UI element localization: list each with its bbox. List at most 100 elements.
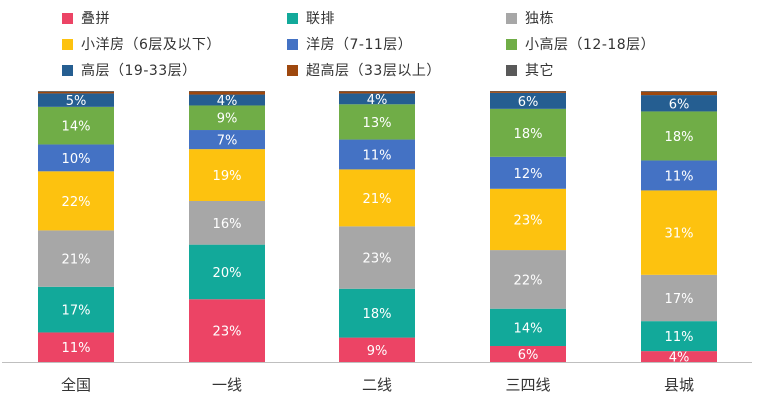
bar-segment	[641, 160, 717, 191]
bar-segment	[339, 169, 415, 227]
data-label: 11%	[665, 330, 694, 345]
data-label: 17%	[62, 304, 91, 319]
data-label: 4%	[367, 93, 388, 108]
bar-segment	[189, 91, 265, 92]
data-label: 7%	[217, 134, 238, 149]
bar-segment	[189, 200, 265, 245]
data-label: 4%	[669, 351, 690, 366]
bar-segment	[339, 91, 415, 94]
data-label: 22%	[62, 195, 91, 210]
data-label: 23%	[363, 252, 392, 267]
legend-item: 高层（19-33层）	[62, 60, 197, 80]
legend-label: 小洋房（6层及以下）	[81, 37, 221, 53]
bar-segment	[339, 104, 415, 140]
bar-segment	[490, 346, 566, 362]
data-label: 14%	[514, 321, 543, 336]
bar-segment	[490, 250, 566, 309]
bar-segment	[641, 91, 717, 92]
data-label: 6%	[518, 348, 539, 363]
bar-segment	[490, 91, 566, 92]
data-label: 18%	[363, 307, 392, 322]
legend-swatch	[506, 12, 517, 24]
bar-segment	[38, 332, 114, 362]
bar-segment	[38, 91, 114, 92]
bar-segment	[189, 149, 265, 201]
bar-segment	[189, 130, 265, 150]
bar-segment	[641, 91, 717, 96]
data-label: 31%	[665, 227, 694, 242]
data-label: 6%	[518, 95, 539, 110]
x-tick-label: 全国	[61, 376, 91, 394]
legend-label: 小高层（12-18层）	[525, 37, 656, 53]
legend-item: 小洋房（6层及以下）	[62, 34, 221, 54]
bar-segment	[189, 94, 265, 106]
bar-segment	[339, 91, 415, 92]
bar-segment	[339, 93, 415, 105]
x-tick-label: 县城	[664, 376, 694, 394]
data-label: 5%	[66, 94, 87, 109]
data-label: 23%	[213, 325, 242, 340]
bar-segment	[189, 299, 265, 362]
bar-segment	[38, 106, 114, 145]
data-label: 21%	[363, 192, 392, 207]
bar-segment	[339, 226, 415, 289]
legend-swatch	[62, 38, 73, 50]
data-label: 23%	[514, 213, 543, 228]
data-label: 6%	[669, 97, 690, 112]
data-label: 16%	[213, 217, 242, 232]
bar-segment	[490, 108, 566, 157]
data-label: 14%	[62, 120, 91, 135]
legend-label: 其它	[525, 63, 554, 79]
legend-item: 小高层（12-18层）	[506, 34, 655, 54]
legend-swatch	[287, 64, 298, 76]
legend-swatch	[506, 64, 517, 76]
data-label: 9%	[217, 112, 238, 127]
legend-item: 洋房（7-11层）	[287, 34, 412, 54]
legend-item: 独栋	[506, 8, 554, 28]
bar-segment	[339, 139, 415, 170]
data-label: 11%	[363, 148, 392, 163]
bar-segment	[339, 288, 415, 338]
bar-segment	[38, 286, 114, 333]
legend-swatch	[287, 38, 298, 50]
data-label: 20%	[213, 266, 242, 281]
data-label: 9%	[367, 344, 388, 359]
data-label: 12%	[514, 167, 543, 182]
data-label: 10%	[62, 152, 91, 167]
legend-label: 洋房（7-11层）	[306, 37, 413, 53]
data-label: 21%	[62, 253, 91, 268]
legend-item: 叠拼	[62, 8, 110, 28]
bar-segment	[641, 274, 717, 322]
legend-swatch	[62, 12, 73, 24]
legend-item: 超高层（33层以上）	[287, 60, 441, 80]
bar-segment	[490, 92, 566, 109]
bar-segment	[38, 93, 114, 107]
bar-segment	[189, 91, 265, 95]
bar-segment	[641, 351, 717, 362]
legend-label: 联排	[306, 11, 335, 27]
data-label: 11%	[665, 169, 694, 184]
bar-segment	[490, 188, 566, 251]
legend-label: 独栋	[525, 11, 554, 27]
data-label: 18%	[514, 127, 543, 142]
bar-segment	[38, 144, 114, 172]
bar-segment	[339, 337, 415, 362]
data-label: 17%	[665, 292, 694, 307]
bar-segment	[189, 105, 265, 131]
legend-label: 高层（19-33层）	[81, 63, 197, 79]
data-label: 11%	[62, 341, 91, 356]
legend-swatch	[287, 12, 298, 24]
data-label: 13%	[363, 116, 392, 131]
bar-segment	[38, 171, 114, 231]
bar-segment	[490, 91, 566, 93]
legend-swatch	[506, 38, 517, 50]
data-label: 19%	[213, 169, 242, 184]
bar-segment	[641, 190, 717, 275]
x-tick-label: 三四线	[505, 376, 550, 394]
legend-label: 叠拼	[81, 11, 110, 27]
legend-label: 超高层（33层以上）	[306, 63, 441, 79]
bar-segment	[641, 95, 717, 112]
legend-item: 其它	[506, 60, 554, 80]
